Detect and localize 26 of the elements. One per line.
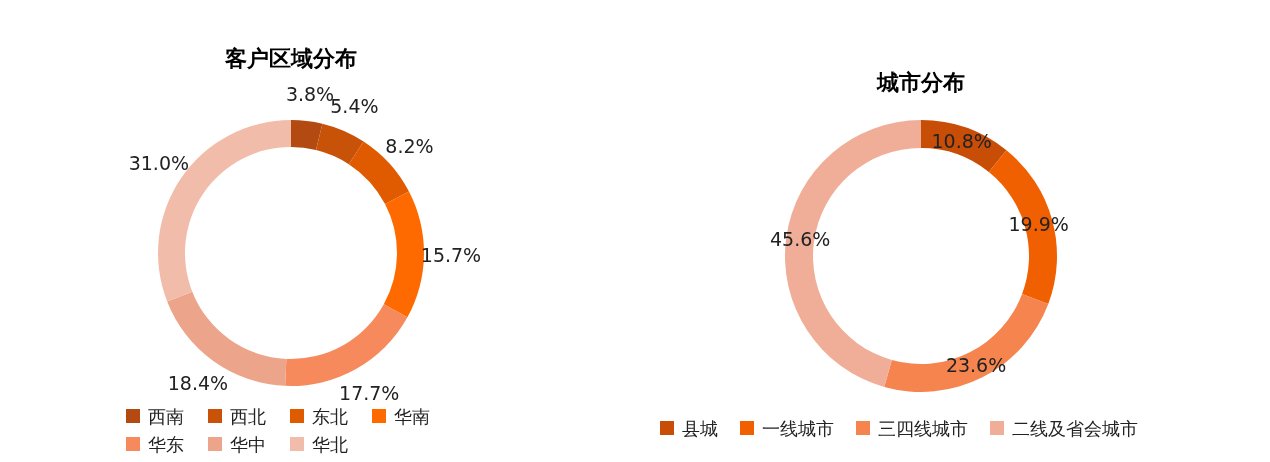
- data-label: 23.6%: [945, 353, 1007, 376]
- legend-label: 华南: [394, 405, 430, 427]
- legend-label: 西北: [230, 405, 266, 427]
- donut-slice: [285, 304, 408, 386]
- donut-slice: [884, 294, 1049, 392]
- data-label: 31.0%: [128, 151, 190, 174]
- donut-slice: [316, 123, 364, 165]
- legend-label: 华北: [312, 433, 348, 455]
- legend-label: 东北: [312, 405, 348, 427]
- legend-label: 西南: [148, 405, 184, 427]
- donut-slice: [383, 191, 424, 318]
- data-label: 45.6%: [769, 228, 831, 251]
- chart-title: 城市分布: [876, 70, 965, 95]
- legend-label: 华中: [230, 433, 266, 455]
- donut-slice: [291, 120, 323, 150]
- legend-label: 三四线城市: [878, 417, 968, 439]
- legend-label: 华东: [148, 433, 184, 455]
- legend-label: 县城: [682, 417, 718, 439]
- data-label: 18.4%: [167, 372, 229, 395]
- data-label: 8.2%: [385, 134, 434, 157]
- data-label: 19.9%: [1008, 212, 1069, 235]
- chart-title: 客户区域分布: [224, 46, 357, 71]
- data-label: 17.7%: [339, 381, 400, 404]
- legend-label: 二线及省会城市: [1012, 417, 1138, 439]
- data-label: 10.8%: [931, 129, 992, 152]
- legend-label: 一线城市: [762, 417, 834, 439]
